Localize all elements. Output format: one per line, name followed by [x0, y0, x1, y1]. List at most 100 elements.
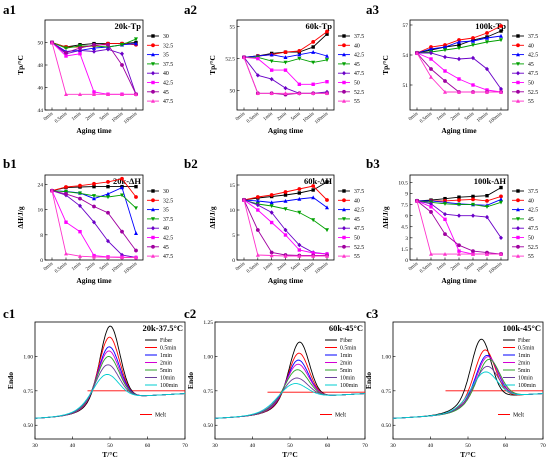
y-axis-label: Endo [364, 372, 373, 389]
data-point [471, 249, 475, 254]
y-tick-label: 0.75 [203, 389, 213, 395]
legend-entry: 35 [147, 52, 169, 59]
legend-entry: 40 [147, 226, 169, 232]
legend-entry: 35 [147, 207, 169, 214]
data-point [499, 38, 503, 43]
legend-entry: 32.5 [147, 43, 173, 49]
data-point [457, 249, 461, 253]
data-point [134, 206, 138, 211]
x-axis-label: Aging time [268, 126, 304, 135]
x-tick-label: 0.5min [419, 261, 433, 274]
series-40 [242, 184, 329, 202]
legend-label: 42.5 [354, 53, 364, 59]
data-point [78, 229, 82, 234]
legend-entry: 52.5 [338, 245, 364, 251]
data-point [485, 214, 489, 220]
x-tick-label: 1min [436, 261, 447, 272]
data-point [311, 253, 316, 258]
legend-label: 0.5min [340, 346, 356, 352]
y-tick-label: 0.75 [381, 389, 391, 395]
data-point [325, 198, 329, 202]
legend-entry: 50 [338, 81, 360, 87]
legend-marker [342, 207, 346, 212]
series-55 [242, 197, 329, 258]
legend-label: 32.5 [163, 43, 173, 49]
data-point [457, 251, 461, 256]
legend-entry: 37.5 [147, 217, 173, 223]
y-tick-label: 1.00 [23, 354, 33, 360]
data-point [485, 89, 489, 94]
x-tick-label: 2min [85, 261, 96, 272]
x-tick-label: 1min [71, 261, 82, 272]
legend-marker [342, 52, 346, 57]
legend-label: 45 [528, 62, 534, 68]
data-point [64, 191, 68, 196]
data-point [106, 184, 110, 189]
data-point [485, 31, 489, 35]
x-axis-label: T/°C [102, 450, 118, 459]
legend-label: 47.5 [528, 226, 538, 232]
data-point [78, 52, 82, 56]
data-point [311, 218, 316, 223]
legend-label: Fiber [340, 338, 352, 344]
data-point [134, 41, 138, 46]
data-point [64, 54, 68, 58]
legend-entry: 10min [145, 376, 175, 382]
y-tick-label: 48 [38, 63, 44, 69]
data-point [485, 193, 489, 198]
legend-marker [151, 217, 155, 221]
data-point [297, 191, 302, 195]
y-axis-label: ΔH/J/g [381, 206, 390, 228]
data-point [106, 42, 110, 47]
data-point [485, 205, 489, 209]
data-point [499, 200, 503, 205]
legend-entry: 5min [325, 368, 352, 374]
data-point [78, 44, 82, 48]
data-point [499, 235, 503, 241]
data-point [92, 220, 96, 225]
data-point [471, 55, 475, 61]
data-point [443, 217, 447, 222]
y-tick-label: 52.5 [225, 57, 235, 63]
legend-entry: 52.5 [512, 90, 538, 96]
y-tick-label: 50 [230, 89, 236, 95]
data-point [283, 85, 288, 91]
x-tick-label: 100min [314, 111, 329, 125]
data-point [106, 47, 110, 52]
y-tick-label: 8 [40, 233, 43, 239]
legend-label: 52.5 [528, 90, 538, 96]
y-tick-label: 51 [403, 83, 409, 89]
data-point [471, 213, 475, 218]
data-point [269, 250, 274, 255]
data-point [325, 58, 329, 62]
x-tick-label: 30 [32, 443, 38, 449]
data-point [311, 188, 315, 192]
panel-c1: c1 0.50 0.75 1.00 Endo 20k-37.5°C 30 40 50 60 70 T/… [3, 306, 188, 459]
data-point [92, 90, 96, 94]
legend-marker [516, 244, 520, 249]
x-tick-label: 40 [428, 443, 434, 449]
data-point [50, 40, 54, 45]
legend-marker [151, 189, 155, 193]
data-point [443, 79, 447, 83]
series-55 [415, 50, 503, 94]
legend-marker [342, 189, 346, 193]
data-point [106, 92, 110, 96]
series-42.5 [415, 33, 503, 55]
data-point [269, 210, 274, 215]
panel-b3: b3 0 1.5 3 4.5 6 7.5 9 10.5 ΔH/J/g 100k-ΔH 0min 0.5m… [366, 156, 538, 285]
x-tick-label: 70 [362, 443, 368, 449]
data-point [443, 251, 447, 256]
panel-label: b2 [184, 156, 198, 171]
data-point [471, 83, 475, 87]
data-point [106, 255, 110, 259]
data-point [106, 210, 110, 215]
x-tick-label: 5min [464, 111, 475, 122]
legend-entry: 37.5 [338, 189, 364, 195]
data-point [120, 185, 124, 190]
panel-tag: 20k-Tp [115, 21, 142, 31]
data-point [255, 252, 260, 257]
legend-marker [342, 244, 346, 249]
data-point [297, 52, 302, 57]
legend-label: 10min [340, 376, 355, 382]
